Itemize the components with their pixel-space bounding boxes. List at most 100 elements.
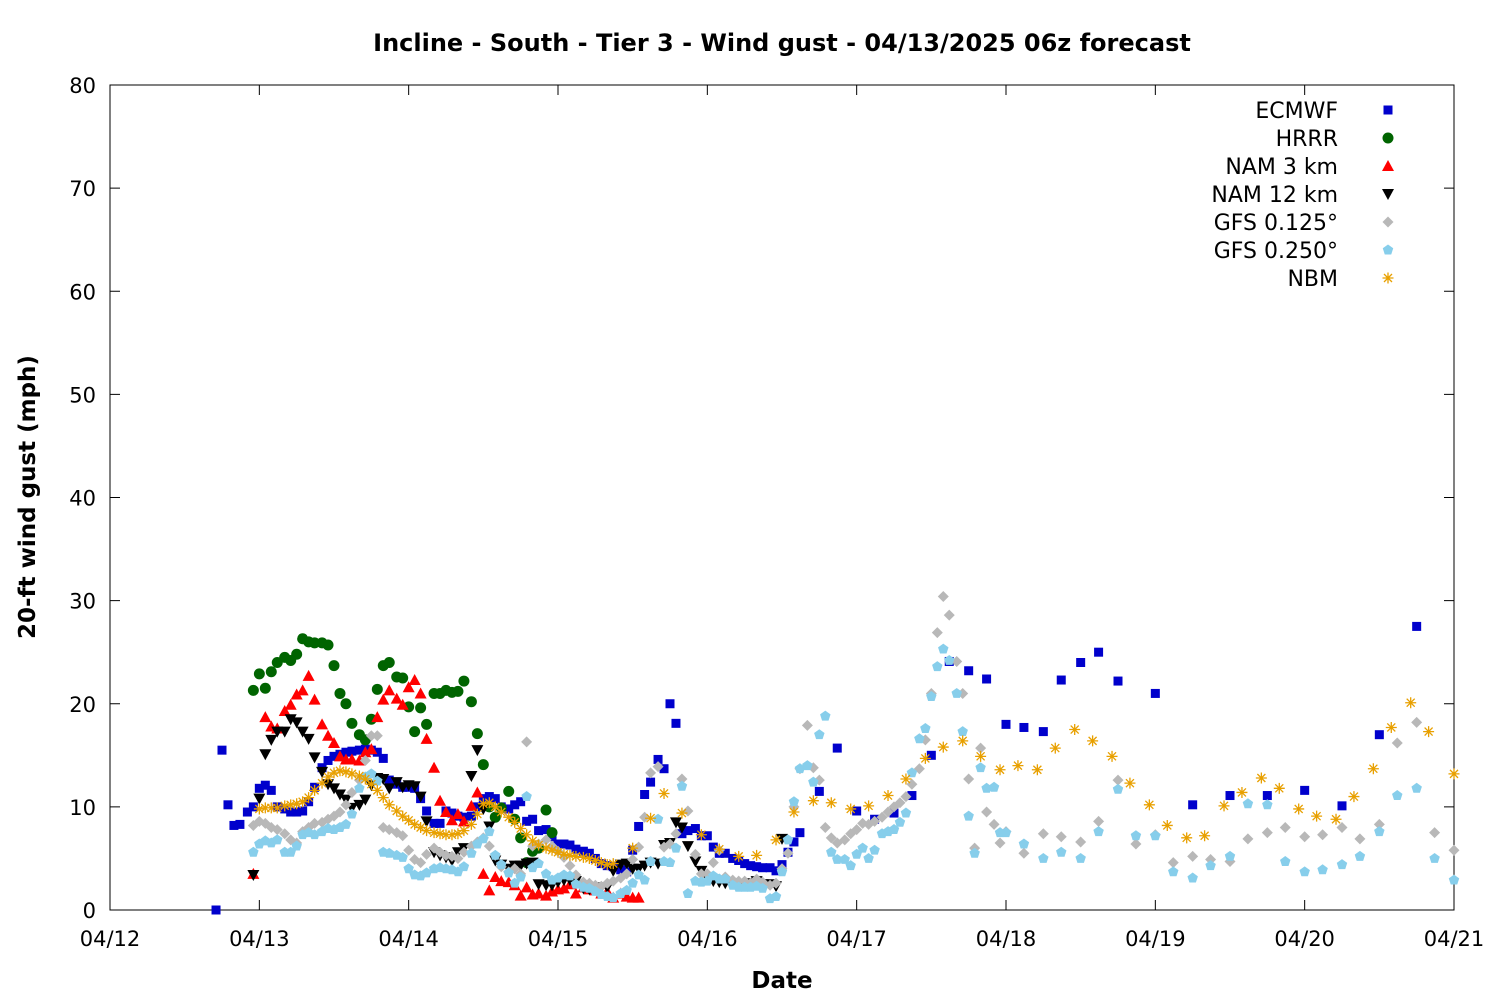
- data-point: [937, 741, 949, 753]
- data-point: [770, 891, 782, 902]
- data-point: [888, 824, 900, 835]
- data-point: [863, 800, 875, 812]
- data-point: [286, 807, 296, 817]
- data-point: [390, 692, 403, 704]
- data-point: [826, 846, 837, 857]
- data-point: [652, 813, 664, 824]
- data-point: [1087, 735, 1099, 747]
- legend-marker: [1382, 244, 1394, 255]
- data-point: [920, 723, 931, 733]
- data-point: [944, 654, 955, 665]
- data-point: [520, 881, 533, 893]
- legend-marker: [1382, 132, 1394, 144]
- data-point: [632, 863, 645, 875]
- data-point: [1299, 866, 1310, 877]
- data-point: [371, 683, 383, 695]
- data-point: [490, 794, 500, 804]
- data-point: [384, 847, 395, 858]
- data-point: [322, 729, 335, 741]
- data-point: [477, 759, 489, 771]
- data-point: [894, 816, 906, 827]
- data-point: [670, 842, 682, 853]
- data-point: [247, 869, 260, 881]
- data-point: [1411, 716, 1423, 728]
- data-point: [271, 824, 283, 836]
- data-point: [646, 777, 656, 787]
- data-point: [1124, 777, 1136, 789]
- data-point: [988, 781, 1000, 792]
- data-point: [565, 840, 575, 850]
- x-tick-label: 04/13: [229, 927, 290, 951]
- data-point: [291, 840, 302, 851]
- data-point: [223, 800, 233, 810]
- data-point: [1317, 864, 1328, 875]
- data-point: [465, 818, 477, 830]
- data-point: [489, 871, 502, 882]
- data-point: [322, 639, 334, 651]
- data-point: [720, 873, 731, 884]
- x-tick-label: 04/12: [80, 927, 141, 951]
- data-point: [708, 842, 718, 852]
- y-tick-label: 30: [69, 590, 96, 614]
- data-point: [1000, 827, 1012, 838]
- data-point: [371, 711, 384, 723]
- data-point: [457, 815, 470, 827]
- data-point: [601, 859, 613, 871]
- data-point: [472, 802, 482, 812]
- data-point: [669, 817, 682, 829]
- data-point: [259, 802, 271, 814]
- data-point: [253, 668, 265, 680]
- data-point: [782, 834, 794, 845]
- data-point: [869, 844, 880, 855]
- data-point: [396, 698, 409, 710]
- data-point: [564, 860, 576, 872]
- data-point: [247, 684, 259, 696]
- data-point: [235, 819, 245, 829]
- data-point: [558, 848, 570, 860]
- data-point: [583, 852, 595, 864]
- data-point: [733, 850, 745, 862]
- data-point: [720, 848, 730, 858]
- data-point: [290, 688, 303, 700]
- data-point: [553, 839, 563, 849]
- data-point: [346, 717, 358, 729]
- data-point: [627, 877, 638, 888]
- x-tick-label: 04/15: [528, 927, 589, 951]
- data-point: [483, 797, 495, 809]
- data-point: [334, 687, 346, 699]
- data-point: [634, 821, 644, 831]
- data-point: [429, 818, 439, 828]
- data-point: [746, 861, 756, 871]
- data-point: [1130, 838, 1142, 850]
- data-point: [671, 718, 681, 728]
- data-point: [265, 802, 277, 814]
- data-point: [309, 784, 321, 796]
- data-point: [1411, 782, 1422, 793]
- data-point: [713, 843, 725, 855]
- data-point: [540, 889, 553, 901]
- data-point: [621, 884, 632, 895]
- data-point: [533, 839, 545, 851]
- data-point: [1055, 831, 1067, 843]
- data-point: [346, 808, 358, 819]
- data-point: [452, 828, 464, 840]
- data-point: [664, 857, 676, 868]
- data-point: [1001, 719, 1011, 729]
- legend-marker: [1382, 272, 1394, 284]
- data-point: [1336, 822, 1348, 833]
- data-point: [414, 687, 427, 699]
- data-point: [371, 730, 383, 742]
- data-point: [1112, 783, 1124, 794]
- data-point: [254, 783, 264, 793]
- data-point: [765, 863, 775, 873]
- data-point: [452, 852, 464, 864]
- x-tick-label: 04/16: [677, 927, 738, 951]
- data-point: [795, 828, 805, 838]
- data-point: [1075, 836, 1087, 848]
- y-tick-label: 50: [69, 383, 96, 407]
- data-point: [894, 797, 906, 809]
- data-point: [645, 856, 656, 866]
- data-point: [465, 770, 478, 782]
- data-point: [937, 591, 949, 602]
- data-point: [1373, 818, 1385, 830]
